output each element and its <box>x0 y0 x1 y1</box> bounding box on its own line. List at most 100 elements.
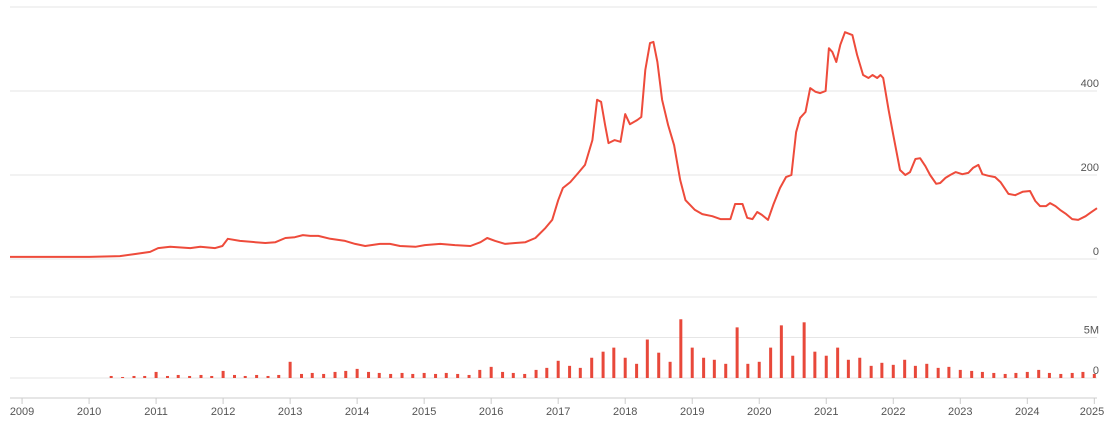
volume-bar <box>534 369 538 378</box>
volume-bar <box>735 327 739 378</box>
volume-bar <box>623 357 627 378</box>
volume-bar <box>367 371 371 378</box>
volume-bar <box>109 375 113 378</box>
x-tick-label: 2019 <box>680 406 704 418</box>
volume-bar <box>210 375 214 378</box>
volume-bar <box>132 375 136 378</box>
volume-bar <box>590 357 594 378</box>
volume-bar <box>511 372 515 378</box>
x-tick-label: 2015 <box>412 406 436 418</box>
volume-bar <box>891 364 895 378</box>
volume-bar <box>176 374 180 378</box>
volume-bar <box>266 375 270 378</box>
volume-bar <box>1003 373 1007 378</box>
volume-bar <box>389 373 393 378</box>
y-tick-label: 0 <box>1093 246 1099 258</box>
volume-bar <box>702 357 706 378</box>
volume-bar <box>791 355 795 378</box>
volume-bar <box>310 372 314 378</box>
volume-bar <box>724 363 728 378</box>
y-tick-label: 0 <box>1093 365 1099 377</box>
x-tick-label: 2014 <box>345 406 369 418</box>
volume-bar <box>1047 372 1051 378</box>
x-tick-label: 2023 <box>948 406 972 418</box>
volume-bar <box>233 374 237 378</box>
volume-bar <box>635 363 639 378</box>
volume-bar <box>1070 372 1074 378</box>
volume-bar <box>478 369 482 378</box>
y-tick-label: 5M <box>1084 325 1099 337</box>
volume-bar <box>322 373 326 378</box>
volume-bar <box>411 373 415 378</box>
volume-bar <box>802 322 806 378</box>
volume-bar <box>970 370 974 378</box>
volume-bar <box>221 370 225 378</box>
volume-bar <box>344 370 348 378</box>
volume-bar <box>1092 373 1096 378</box>
volume-bar <box>165 375 169 378</box>
volume-bar <box>913 365 917 378</box>
volume-bar <box>824 355 828 378</box>
volume-bar <box>992 372 996 378</box>
x-tick-label: 2024 <box>1015 406 1039 418</box>
volume-bar <box>657 352 661 378</box>
volume-bar <box>243 375 247 378</box>
volume-bar <box>712 359 716 378</box>
x-tick-label: 2017 <box>546 406 570 418</box>
volume-bar <box>523 373 527 378</box>
volume-bar <box>858 357 862 378</box>
volume-bar <box>277 374 281 378</box>
x-tick-label: 2025 <box>1080 406 1104 418</box>
volume-bar <box>645 339 649 378</box>
volume-bar <box>813 351 817 378</box>
volume-bar <box>501 371 505 378</box>
volume-bar <box>690 347 694 378</box>
volume-bar <box>556 360 560 378</box>
volume-bar <box>779 325 783 378</box>
volume-bar <box>601 351 605 378</box>
volume-bar <box>1037 369 1041 378</box>
volume-bar <box>836 347 840 378</box>
volume-bar <box>578 367 582 378</box>
y-tick-label: 400 <box>1081 78 1099 90</box>
volume-bar <box>869 365 873 378</box>
volume-bar <box>199 374 203 378</box>
volume-bar <box>456 373 460 378</box>
volume-bar <box>746 363 750 378</box>
volume-bar <box>1025 371 1029 378</box>
volume-bar <box>434 373 438 378</box>
volume-bar <box>255 374 259 378</box>
volume-bar <box>154 371 158 378</box>
volume-bar <box>1014 372 1018 378</box>
volume-bar <box>1059 373 1063 378</box>
volume-bar <box>1081 371 1085 378</box>
volume-bar <box>545 367 549 378</box>
volume-bar <box>300 373 304 378</box>
volume-bar <box>947 366 951 378</box>
x-tick-label: 2022 <box>881 406 905 418</box>
volume-bar <box>668 361 672 378</box>
volume-bar <box>400 372 404 378</box>
volume-bar <box>333 371 337 378</box>
volume-bar <box>612 347 616 378</box>
volume-bar <box>757 361 761 378</box>
volume-bar <box>288 361 292 378</box>
volume-bar <box>769 347 773 378</box>
volume-bar <box>143 375 147 378</box>
volume-bar <box>377 372 381 378</box>
volume-bar <box>925 363 929 378</box>
volume-bar <box>903 359 907 378</box>
x-tick-label: 2009 <box>10 406 34 418</box>
x-tick-label: 2020 <box>747 406 771 418</box>
volume-bar <box>422 372 426 378</box>
volume-bar <box>121 376 125 378</box>
volume-bar <box>188 375 192 378</box>
volume-bar <box>958 369 962 378</box>
x-tick-label: 2018 <box>613 406 637 418</box>
volume-bar <box>936 367 940 378</box>
volume-bar <box>880 362 884 378</box>
volume-bar <box>467 374 471 378</box>
volume-bar <box>846 359 850 378</box>
volume-bar <box>679 319 683 378</box>
